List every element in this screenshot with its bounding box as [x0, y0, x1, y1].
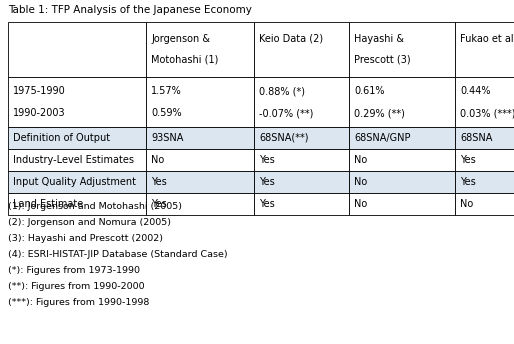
Bar — [146, 22, 254, 77]
Text: Input Quality Adjustment: Input Quality Adjustment — [13, 177, 136, 187]
Bar — [455, 149, 514, 171]
Bar — [146, 193, 254, 215]
Bar — [146, 77, 254, 127]
Bar — [349, 193, 455, 215]
Bar — [8, 77, 146, 127]
Text: (4): ESRI-HISTAT-JIP Database (Standard Case): (4): ESRI-HISTAT-JIP Database (Standard … — [8, 250, 228, 259]
Bar — [254, 193, 349, 215]
Text: No: No — [354, 177, 367, 187]
Text: Hayashi &: Hayashi & — [354, 33, 404, 43]
Text: 68SNA(**): 68SNA(**) — [259, 133, 308, 143]
Bar — [455, 127, 514, 149]
Text: 93SNA: 93SNA — [151, 133, 183, 143]
Text: No: No — [354, 155, 367, 165]
Bar — [254, 149, 349, 171]
Text: Yes: Yes — [460, 177, 476, 187]
Bar — [254, 171, 349, 193]
Text: Motohashi (1): Motohashi (1) — [151, 54, 218, 64]
Bar — [146, 149, 254, 171]
Text: Yes: Yes — [460, 155, 476, 165]
Bar — [254, 127, 349, 149]
Text: 0.03% (***): 0.03% (***) — [460, 108, 514, 118]
Bar — [146, 171, 254, 193]
Text: Definition of Output: Definition of Output — [13, 133, 110, 143]
Text: (***): Figures from 1990-1998: (***): Figures from 1990-1998 — [8, 298, 150, 307]
Text: 68SNA/GNP: 68SNA/GNP — [354, 133, 411, 143]
Text: Yes: Yes — [151, 177, 167, 187]
Text: Yes: Yes — [259, 177, 275, 187]
Text: 0.29% (**): 0.29% (**) — [354, 108, 405, 118]
Bar — [455, 77, 514, 127]
Text: -0.07% (**): -0.07% (**) — [259, 108, 314, 118]
Text: 1990-2003: 1990-2003 — [13, 108, 66, 118]
Text: No: No — [460, 199, 473, 209]
Text: 0.61%: 0.61% — [354, 86, 384, 96]
Text: Industry-Level Estimates: Industry-Level Estimates — [13, 155, 134, 165]
Bar — [349, 149, 455, 171]
Text: (*): Figures from 1973-1990: (*): Figures from 1973-1990 — [8, 266, 140, 275]
Bar — [349, 22, 455, 77]
Bar — [254, 22, 349, 77]
Text: Table 1: TFP Analysis of the Japanese Economy: Table 1: TFP Analysis of the Japanese Ec… — [8, 5, 252, 15]
Text: 0.88% (*): 0.88% (*) — [259, 86, 305, 96]
Bar — [254, 77, 349, 127]
Text: No: No — [151, 155, 164, 165]
Text: 68SNA: 68SNA — [460, 133, 492, 143]
Text: 1975-1990: 1975-1990 — [13, 86, 66, 96]
Text: Jorgenson &: Jorgenson & — [151, 33, 210, 43]
Bar — [8, 127, 146, 149]
Bar — [8, 193, 146, 215]
Text: Yes: Yes — [151, 199, 167, 209]
Text: No: No — [354, 199, 367, 209]
Text: Yes: Yes — [259, 155, 275, 165]
Bar — [8, 171, 146, 193]
Text: 0.59%: 0.59% — [151, 108, 181, 118]
Text: 1.57%: 1.57% — [151, 86, 182, 96]
Text: (**): Figures from 1990-2000: (**): Figures from 1990-2000 — [8, 282, 144, 291]
Text: (3): Hayashi and Prescott (2002): (3): Hayashi and Prescott (2002) — [8, 234, 163, 243]
Bar — [8, 149, 146, 171]
Text: Keio Data (2): Keio Data (2) — [259, 33, 323, 43]
Bar — [8, 22, 146, 77]
Text: 0.44%: 0.44% — [460, 86, 490, 96]
Text: Yes: Yes — [259, 199, 275, 209]
Text: (1): Jorgenson and Motohashi (2005): (1): Jorgenson and Motohashi (2005) — [8, 202, 182, 211]
Bar — [455, 171, 514, 193]
Bar — [455, 193, 514, 215]
Text: Land Estimate: Land Estimate — [13, 199, 83, 209]
Text: Fukao et al (4): Fukao et al (4) — [460, 33, 514, 43]
Bar — [349, 171, 455, 193]
Bar — [146, 127, 254, 149]
Text: (2): Jorgenson and Nomura (2005): (2): Jorgenson and Nomura (2005) — [8, 218, 171, 227]
Text: Prescott (3): Prescott (3) — [354, 54, 411, 64]
Bar — [349, 127, 455, 149]
Bar — [349, 77, 455, 127]
Bar — [455, 22, 514, 77]
